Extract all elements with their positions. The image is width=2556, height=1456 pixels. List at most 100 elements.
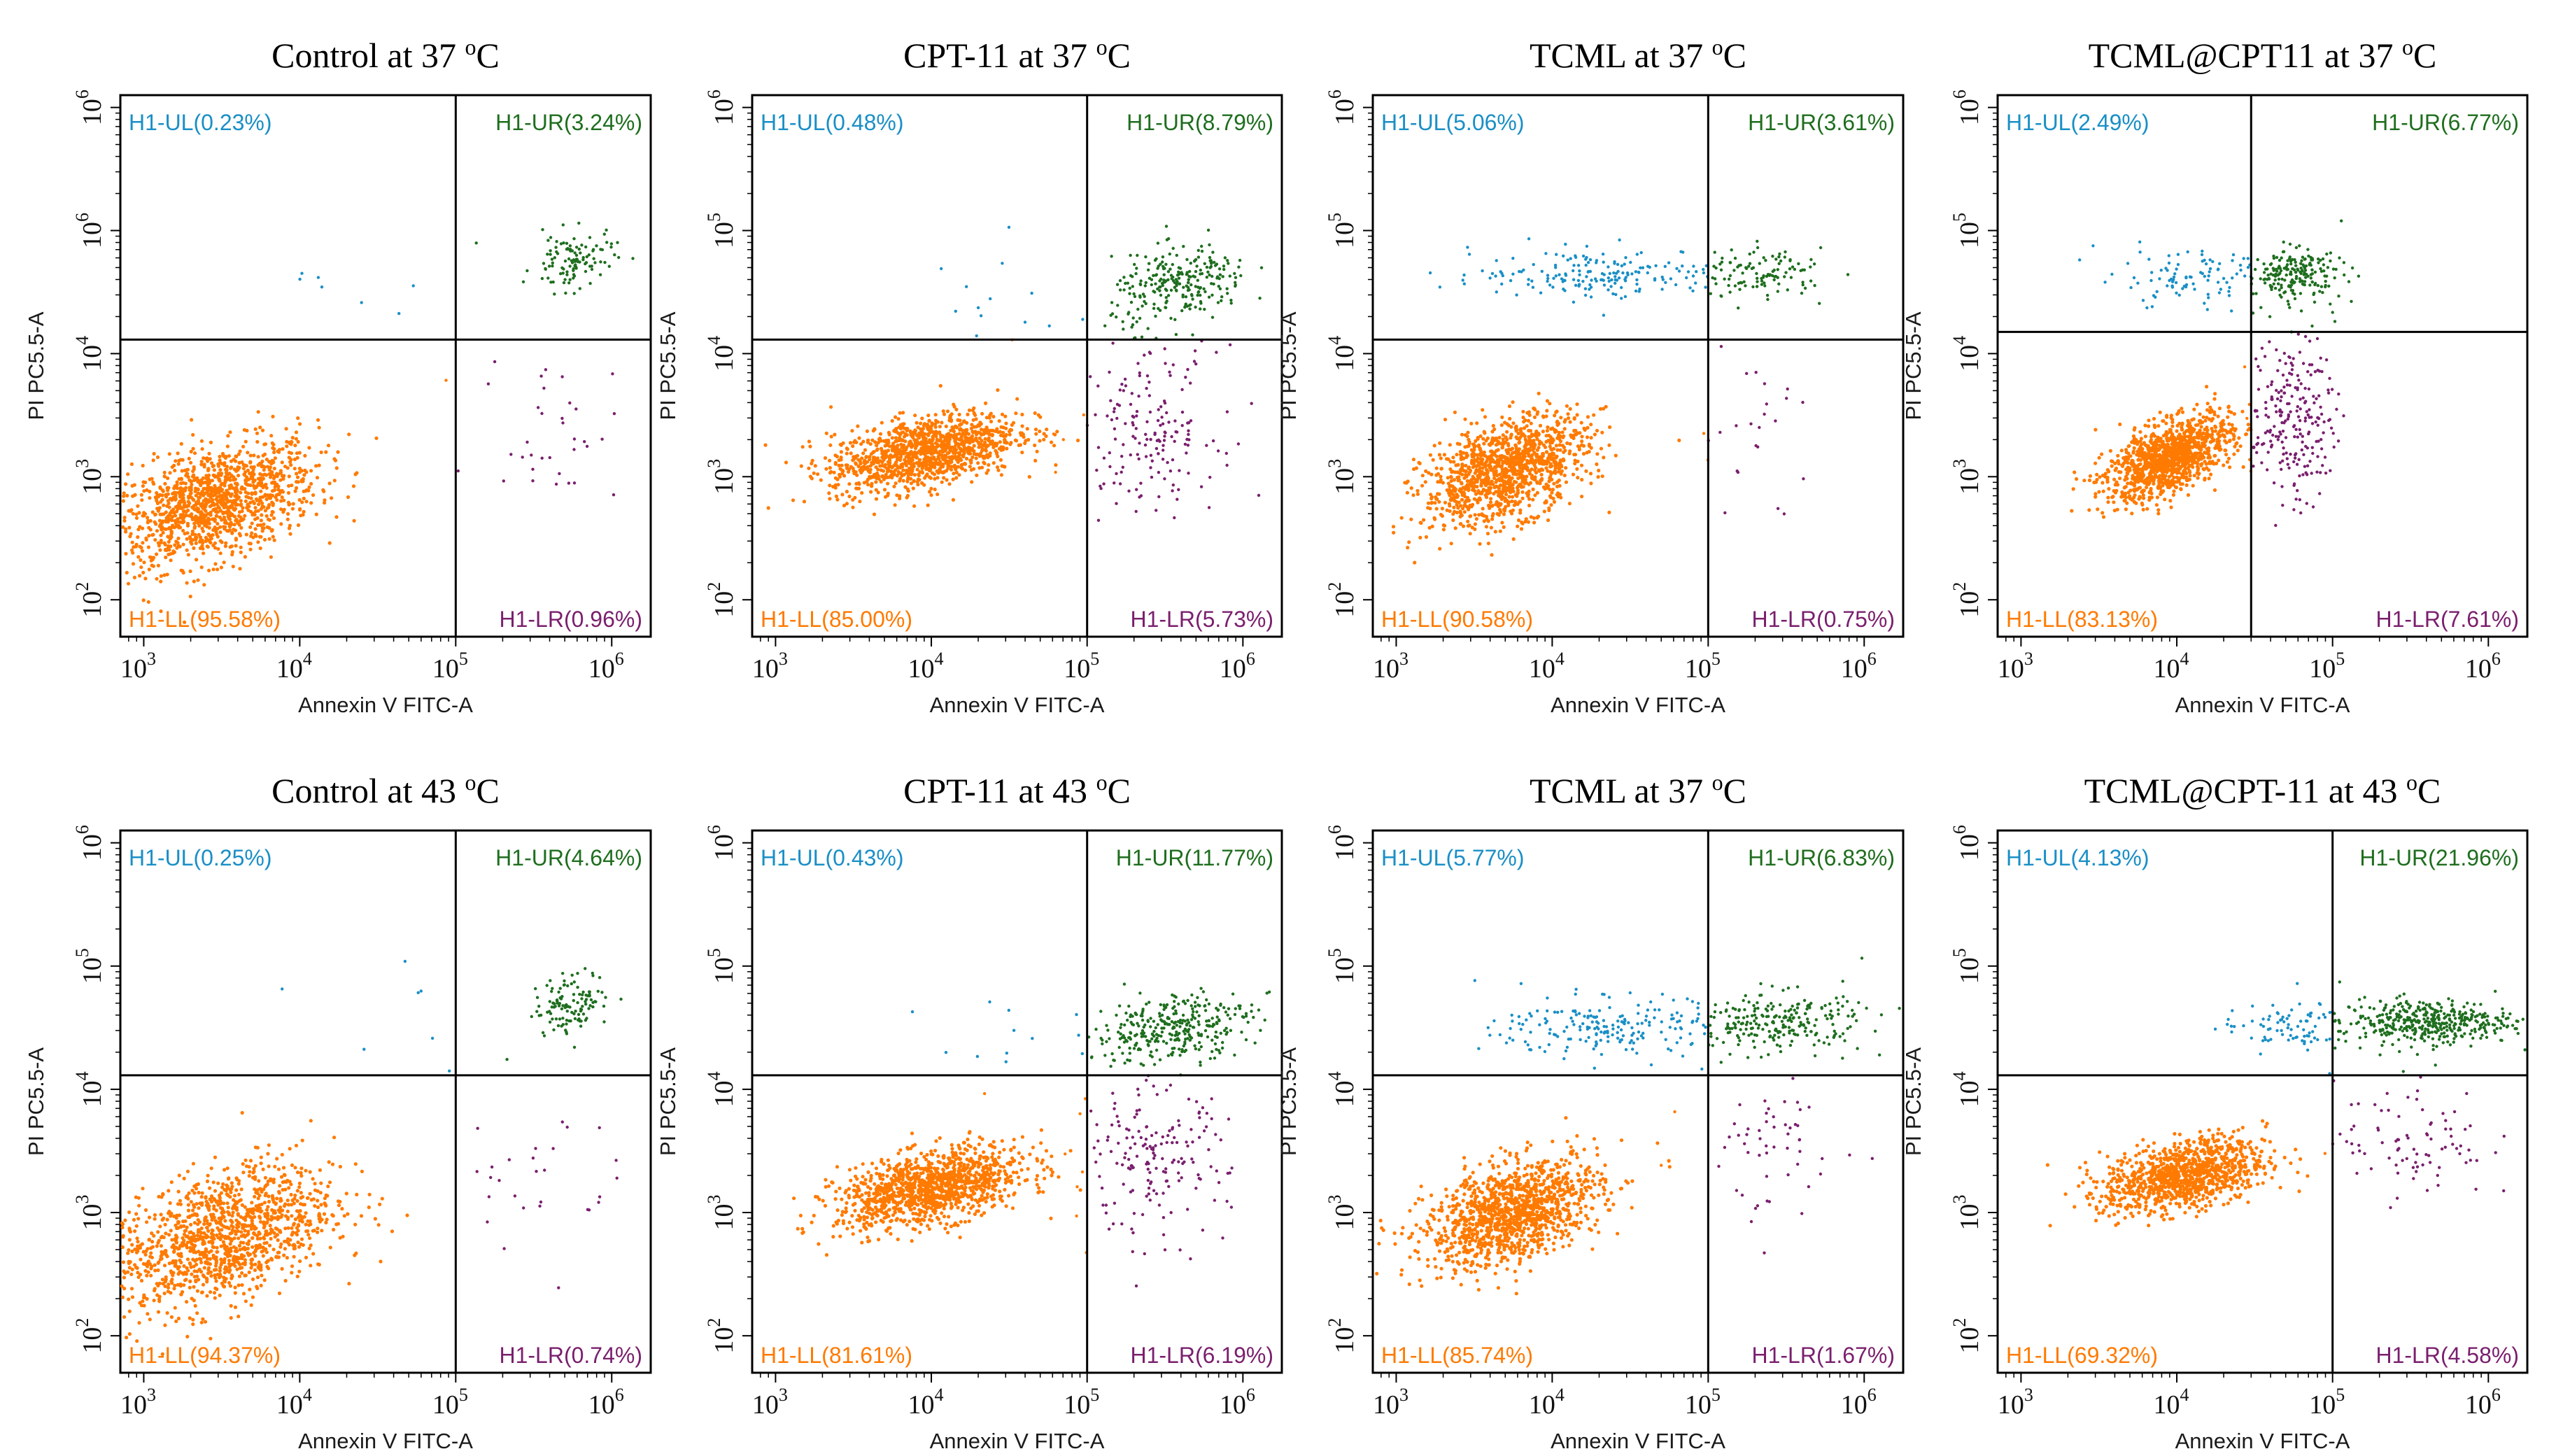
cell-event bbox=[938, 383, 942, 388]
cell-event bbox=[1001, 430, 1005, 434]
cell-event bbox=[813, 464, 817, 468]
cell-event bbox=[856, 424, 860, 428]
cell-event bbox=[1486, 491, 1490, 496]
cell-event bbox=[1782, 512, 1786, 516]
cell-event bbox=[239, 490, 243, 495]
cell-event bbox=[1579, 420, 1583, 425]
cell-event bbox=[162, 470, 167, 475]
cell-event bbox=[1171, 275, 1175, 279]
cell-event bbox=[924, 450, 929, 454]
cell-event bbox=[1113, 481, 1116, 485]
cell-event bbox=[1391, 525, 1396, 529]
cell-event bbox=[250, 521, 254, 525]
cell-event bbox=[191, 497, 195, 501]
cell-event bbox=[1728, 277, 1731, 281]
cell-event bbox=[191, 538, 195, 542]
cell-event bbox=[202, 583, 206, 587]
cell-event bbox=[1518, 483, 1522, 488]
cell-event bbox=[206, 468, 211, 473]
cell-event bbox=[929, 493, 933, 497]
cell-event bbox=[132, 575, 136, 580]
cell-event bbox=[1008, 430, 1012, 434]
cell-event bbox=[579, 251, 582, 255]
cell-event bbox=[1435, 497, 1439, 502]
cell-event bbox=[602, 232, 606, 236]
cell-event bbox=[155, 577, 159, 581]
cell-event bbox=[1728, 261, 1732, 264]
cell-event bbox=[929, 476, 933, 480]
cell-event bbox=[613, 253, 616, 257]
cell-event bbox=[1432, 444, 1436, 448]
cell-event bbox=[996, 388, 1000, 393]
cell-event bbox=[230, 501, 234, 505]
cell-event bbox=[1428, 453, 1432, 457]
cell-event bbox=[1136, 453, 1140, 456]
cell-event bbox=[166, 535, 170, 539]
cell-event bbox=[221, 453, 225, 458]
cell-event bbox=[1112, 410, 1116, 414]
cell-event bbox=[1502, 488, 1506, 493]
cell-event bbox=[1152, 302, 1156, 306]
cell-event bbox=[1437, 453, 1441, 457]
cell-event bbox=[1199, 272, 1202, 276]
cell-event bbox=[199, 460, 204, 464]
cell-event bbox=[182, 514, 187, 518]
cell-event bbox=[1153, 431, 1157, 435]
cell-event bbox=[1464, 463, 1468, 468]
cell-event bbox=[1625, 271, 1630, 275]
cell-event bbox=[1765, 293, 1770, 297]
cell-event bbox=[1516, 452, 1520, 456]
cell-event bbox=[949, 412, 954, 416]
cell-event bbox=[294, 430, 299, 434]
cell-event bbox=[1802, 477, 1805, 481]
cell-event bbox=[209, 535, 213, 539]
cell-event bbox=[886, 481, 890, 486]
cell-event bbox=[1162, 448, 1165, 452]
cell-event bbox=[1045, 427, 1049, 432]
cell-event bbox=[1508, 485, 1512, 489]
cell-event bbox=[178, 504, 182, 509]
cell-event bbox=[241, 506, 245, 510]
cell-event bbox=[1150, 475, 1154, 479]
cell-event bbox=[234, 544, 238, 548]
cell-event bbox=[236, 497, 240, 501]
cell-event bbox=[226, 434, 230, 438]
cell-event bbox=[1614, 275, 1617, 278]
cell-event bbox=[963, 461, 967, 466]
cell-event bbox=[933, 458, 937, 462]
cell-event bbox=[894, 460, 898, 465]
cell-event bbox=[584, 262, 587, 266]
cell-event bbox=[334, 515, 339, 519]
cell-event bbox=[1448, 484, 1452, 489]
cell-event bbox=[1593, 277, 1597, 281]
cell-event bbox=[187, 494, 191, 499]
cell-event bbox=[162, 573, 167, 577]
cell-event bbox=[1175, 497, 1179, 501]
cell-event bbox=[946, 434, 950, 439]
cell-event bbox=[1182, 285, 1185, 289]
cell-event bbox=[1455, 493, 1459, 497]
cell-event bbox=[1186, 444, 1190, 447]
cell-event bbox=[910, 445, 914, 449]
cell-event bbox=[947, 464, 951, 468]
cell-event bbox=[925, 462, 929, 467]
cell-event bbox=[204, 539, 208, 544]
cell-event bbox=[973, 430, 977, 434]
cell-event bbox=[876, 490, 880, 495]
cell-event bbox=[249, 465, 253, 469]
cell-event bbox=[1564, 466, 1568, 470]
cell-event bbox=[577, 221, 581, 225]
cell-event bbox=[1756, 280, 1759, 283]
cell-event bbox=[262, 537, 267, 542]
cell-event bbox=[1723, 277, 1726, 281]
cell-event bbox=[1194, 362, 1198, 366]
cell-event bbox=[1476, 490, 1481, 495]
cell-event bbox=[879, 468, 883, 472]
cell-event bbox=[875, 447, 880, 451]
cell-event bbox=[828, 466, 832, 470]
cell-event bbox=[1572, 436, 1576, 441]
cell-event bbox=[246, 451, 250, 455]
cell-event bbox=[631, 257, 635, 260]
cell-event bbox=[1545, 429, 1549, 433]
cell-event bbox=[185, 504, 189, 509]
